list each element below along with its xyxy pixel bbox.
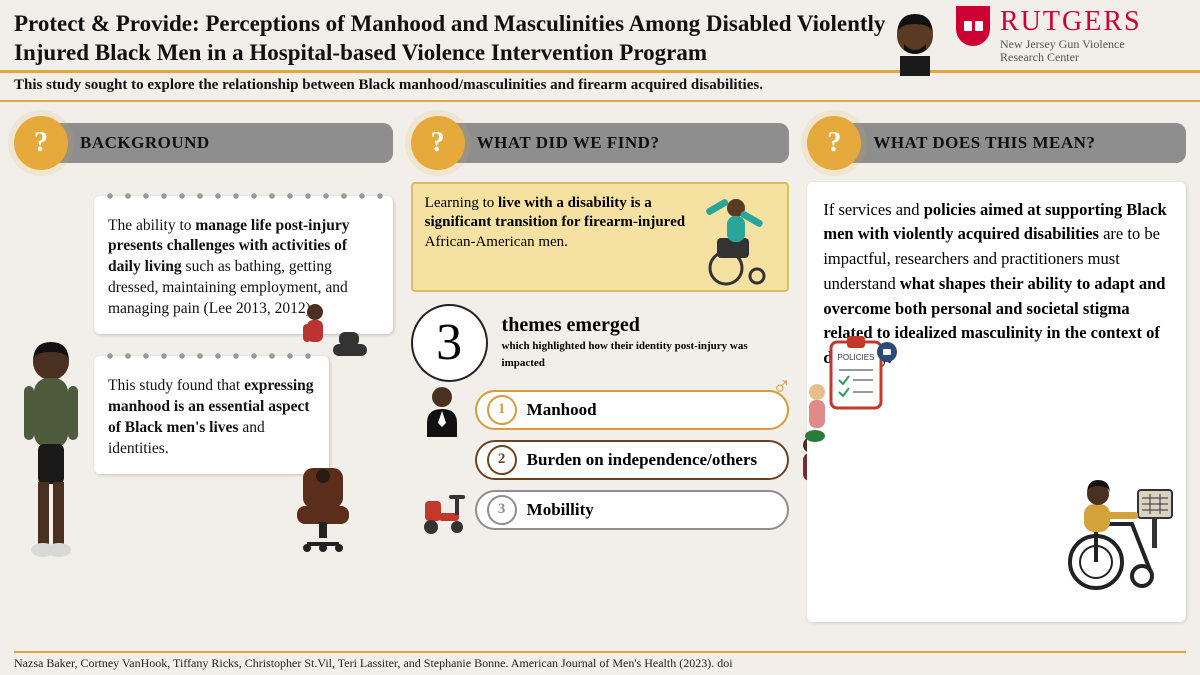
- themes-text: themes emerged which highlighted how the…: [502, 314, 790, 371]
- num-2: 2: [487, 445, 517, 475]
- col1-heading: BACKGROUND: [44, 123, 393, 163]
- rutgers-logo: RUTGERS New Jersey Gun Violence Research…: [956, 6, 1186, 64]
- question-icon: ?: [807, 116, 861, 170]
- question-icon: ?: [14, 116, 68, 170]
- theme-label: Manhood: [527, 400, 597, 419]
- column-background: ? BACKGROUND The ability to manage life …: [14, 116, 393, 622]
- theme-label: Mobillity: [527, 500, 594, 519]
- theme-label: Burden on independence/others: [527, 450, 757, 469]
- col2-heading: WHAT DID WE FIND?: [441, 123, 790, 163]
- svg-text:POLICIES: POLICIES: [838, 353, 875, 362]
- profile-illustration: [880, 6, 950, 76]
- theme-3: 3 Mobillity: [475, 490, 790, 530]
- standing-man-icon: [6, 336, 96, 566]
- column-implications: ? WHAT DOES THIS MEAN? If services and p…: [807, 116, 1186, 622]
- male-symbol-icon: ♂: [772, 372, 792, 402]
- column-findings: ? WHAT DID WE FIND? Learning to live wit…: [411, 116, 790, 622]
- num-1: 1: [487, 395, 517, 425]
- scooter-icon: [415, 483, 469, 537]
- subtitle: This study sought to explore the relatio…: [0, 73, 1200, 102]
- findings-highlight: Learning to live with a disability is a …: [411, 182, 790, 292]
- txt: African-American men.: [425, 234, 568, 250]
- citation: Nazsa Baker, Cortney VanHook, Tiffany Ri…: [14, 651, 1186, 671]
- three-themes-head: 3 themes emerged which highlighted how t…: [411, 304, 790, 382]
- office-chair-icon: [277, 458, 373, 554]
- background-card-2: This study found that expressing manhood…: [94, 356, 329, 474]
- number-three-icon: 3: [411, 304, 488, 382]
- page-title: Protect & Provide: Perceptions of Manhoo…: [14, 10, 950, 68]
- col3-head: ? WHAT DOES THIS MEAN?: [807, 116, 1186, 170]
- num-3: 3: [487, 495, 517, 525]
- suited-man-icon: [415, 383, 469, 437]
- txt: which highlighted how their identity pos…: [502, 340, 748, 369]
- txt: This study found that: [108, 377, 244, 394]
- txt: Learning to: [425, 195, 498, 211]
- col2-head: ? WHAT DID WE FIND?: [411, 116, 790, 170]
- shield-icon: [956, 6, 990, 46]
- logo-sub2: Research Center: [1000, 51, 1142, 64]
- first-aid-icon: [293, 298, 379, 364]
- header: Protect & Provide: Perceptions of Manhoo…: [0, 0, 1200, 73]
- wheelchair-aac-icon: [1052, 472, 1182, 592]
- theme-2: 2 Burden on independence/others: [475, 440, 790, 480]
- txt: The ability to: [108, 217, 195, 234]
- wheelchair-joy-icon: [691, 188, 781, 288]
- question-icon: ?: [411, 116, 465, 170]
- theme-1: ♂ 1 Manhood: [475, 390, 790, 430]
- col1-head: ? BACKGROUND: [14, 116, 393, 170]
- col3-heading: WHAT DOES THIS MEAN?: [837, 123, 1186, 163]
- policies-clipboard-icon: POLICIES: [801, 332, 901, 442]
- txt: If services and: [823, 200, 923, 219]
- logo-main: RUTGERS: [1000, 6, 1142, 38]
- txt: themes emerged: [502, 314, 790, 337]
- columns: ? BACKGROUND The ability to manage life …: [0, 102, 1200, 622]
